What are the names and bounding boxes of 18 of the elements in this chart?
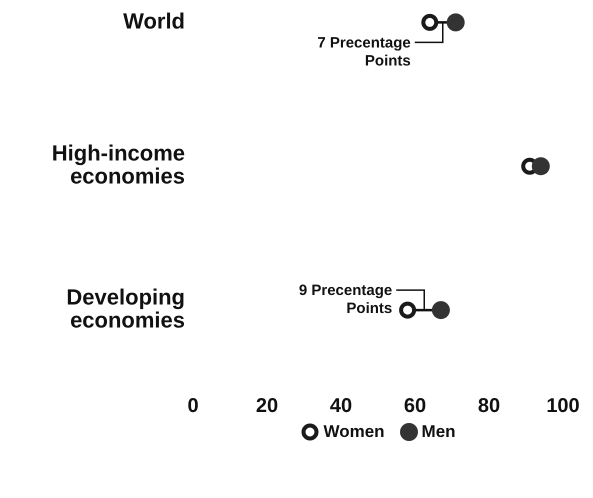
y-tick-label: High-income economies <box>52 140 185 189</box>
annotation: 9 Precentage Points <box>298 282 392 318</box>
x-tick-label: 40 <box>330 395 352 418</box>
legend-label: Men <box>420 422 456 442</box>
x-tick-label: 80 <box>478 395 500 418</box>
legend-label: Women <box>322 422 385 442</box>
point <box>399 302 416 319</box>
x-tick-label: 60 <box>404 395 426 418</box>
y-tick-label: Developing economies <box>66 284 185 332</box>
x-tick-label: 0 <box>187 395 199 418</box>
point <box>532 157 550 176</box>
x-tick-label: 20 <box>256 395 278 418</box>
x-tick-label: 100 <box>546 395 580 418</box>
point <box>421 14 438 31</box>
point <box>446 13 465 32</box>
point <box>432 301 450 320</box>
y-tick-label: World <box>123 8 185 34</box>
annotation: 7 Precentage Points <box>317 34 411 70</box>
